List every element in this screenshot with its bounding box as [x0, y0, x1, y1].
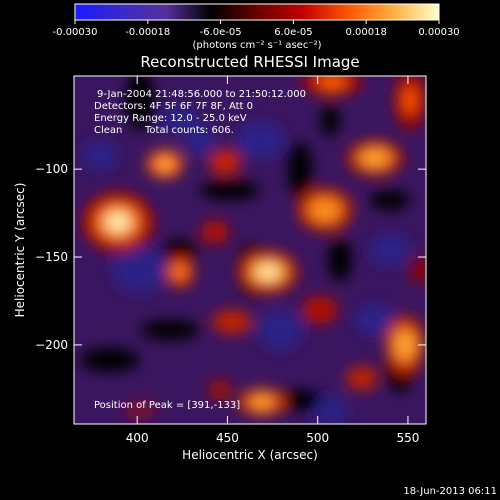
colorbar-tick-label: -0.00018	[125, 27, 170, 38]
plot-frame	[73, 75, 427, 425]
y-tick-label: −200	[35, 338, 68, 352]
y-tick-label: −100	[35, 162, 68, 176]
colorbar-tick-label: 0.00030	[418, 27, 459, 38]
x-tick-label: 500	[306, 431, 329, 445]
y-tick-label: −150	[35, 250, 68, 264]
x-tick-label: 550	[396, 431, 419, 445]
info-detectors: Detectors: 4F 5F 6F 7F 8F, Att 0	[94, 101, 253, 112]
info-clean: Clean	[94, 125, 122, 136]
peak-position-label: Position of Peak = [391,-133]	[94, 400, 240, 411]
colorbar-tick-label: 0.00018	[346, 27, 387, 38]
info-total-counts: Total counts: 606.	[144, 125, 234, 136]
info-energy-range: Energy Range: 12.0 - 25.0 keV	[94, 113, 247, 124]
colorbar-tick-label: -6.0e-05	[200, 27, 242, 38]
colorbar-tick-label: -0.00030	[53, 27, 98, 38]
info-time-range: 9-Jan-2004 21:48:56.000 to 21:50:12.000	[97, 89, 306, 100]
x-tick-label: 450	[216, 431, 239, 445]
colorbar-ticks	[74, 20, 440, 24]
x-tick-label: 400	[126, 431, 149, 445]
footer-date: 18-Jun-2013 06:11	[403, 486, 497, 497]
x-axis-label: Heliocentric X (arcsec)	[182, 448, 318, 462]
colorbar-tick-label: 6.0e-05	[274, 27, 312, 38]
plot-title: Reconstructed RHESSI Image	[140, 53, 359, 71]
colorbar	[74, 3, 440, 21]
y-axis-ticks: −100 −150 −200	[35, 162, 426, 352]
y-axis-label: Heliocentric Y (arcsec)	[13, 183, 27, 318]
rhessi-image	[74, 76, 426, 424]
colorbar-unit-label: (photons cm⁻² s⁻¹ asec⁻²)	[192, 40, 321, 51]
x-axis-ticks: 400 450 500 550	[126, 76, 419, 445]
colorbar-tick-labels: -0.00030 -0.00018 -6.0e-05 6.0e-05 0.00018 0.…	[53, 27, 460, 38]
